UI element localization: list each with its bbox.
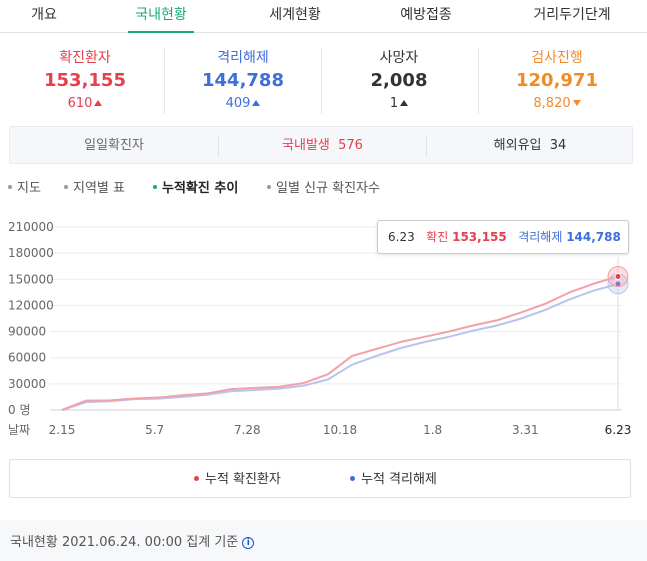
stat-released-label: 격리해제 <box>217 50 269 66</box>
subnav-cumulative-trend-label: 누적확진 추이 <box>162 181 239 196</box>
daily-title: 일일확진자 <box>84 138 144 153</box>
stat-deaths-delta-value: 1 <box>389 96 399 111</box>
daily-domestic-label: 국내발생 <box>282 138 330 153</box>
tooltip-released-label: 격리해제 <box>518 230 563 244</box>
stat-testing-delta-value: 8,820 <box>533 96 571 111</box>
stat-testing: 검사진행 120,971 8,820 <box>482 48 632 120</box>
stat-divider <box>164 48 165 114</box>
stat-released-delta: 409 <box>168 94 318 114</box>
y-tick-label: 120000 <box>8 298 54 312</box>
tab-overview[interactable]: 개요 <box>31 7 57 23</box>
legend-item-confirmed[interactable]: 누적 확진환자 <box>194 460 281 499</box>
stat-confirmed-label: 확진환자 <box>59 50 111 66</box>
daily-domestic-value: 576 <box>338 138 363 153</box>
y-tick-label: 150000 <box>8 272 54 286</box>
y-tick-label: 30000 <box>8 377 46 391</box>
stat-deaths-delta: 1 <box>324 94 474 114</box>
daily-domestic: 국내발생 576 <box>219 127 426 165</box>
stat-testing-value: 120,971 <box>516 70 598 91</box>
legend-dot-icon <box>194 476 199 481</box>
stat-confirmed-delta-value: 610 <box>67 96 93 111</box>
arrow-up-icon <box>94 100 103 106</box>
series-line-0 <box>61 275 619 411</box>
stat-deaths-label: 사망자 <box>379 50 419 66</box>
y-tick-label: 0 명 <box>8 403 31 417</box>
x-tick-label: 3.31 <box>512 423 539 437</box>
stat-divider <box>478 48 479 114</box>
tab-bar: 개요 국내현황 세계현황 예방접종 거리두기단계 <box>0 0 647 33</box>
legend-dot-icon <box>350 476 355 481</box>
legend-item-released[interactable]: 누적 격리해제 <box>350 460 437 499</box>
tooltip-released-value: 144,788 <box>566 230 621 244</box>
x-tick-label: 5.7 <box>145 423 164 437</box>
subnav-daily-new[interactable]: 일별 신규 확진자수 <box>267 180 380 198</box>
stat-testing-label: 검사진행 <box>531 50 583 66</box>
legend-released-label: 누적 격리해제 <box>361 472 437 487</box>
chart-tooltip: 6.23 확진 153,155 격리해제 144,788 <box>377 220 629 254</box>
daily-overseas-value: 34 <box>549 138 567 153</box>
info-icon[interactable]: i <box>242 537 255 549</box>
bullet-icon <box>153 185 157 189</box>
subnav-cumulative-trend[interactable]: 누적확진 추이 <box>153 180 238 198</box>
stat-confirmed-delta: 610 <box>10 94 160 114</box>
subnav-daily-new-label: 일별 신규 확진자수 <box>276 181 380 196</box>
arrow-up-icon <box>400 100 409 106</box>
stat-confirmed: 확진환자 153,155 610 <box>10 48 160 120</box>
chart-legend: 누적 확진환자 누적 격리해제 <box>9 459 631 498</box>
y-tick-label: 60000 <box>8 351 46 365</box>
data-point[interactable] <box>614 273 622 281</box>
stat-released: 격리해제 144,788 409 <box>168 48 318 120</box>
tab-world[interactable]: 세계현황 <box>269 7 321 23</box>
legend-confirmed-label: 누적 확진환자 <box>205 472 281 487</box>
tab-distancing[interactable]: 거리두기단계 <box>533 7 611 23</box>
tab-vaccination[interactable]: 예방접종 <box>400 7 452 23</box>
x-tick-label: 2.15 <box>49 423 76 437</box>
daily-divider <box>218 135 219 157</box>
arrow-down-icon <box>572 100 581 106</box>
stat-testing-delta: 8,820 <box>482 94 632 114</box>
bullet-icon <box>8 185 12 189</box>
subnav-map-label: 지도 <box>17 181 41 196</box>
x-tick-label: 10.18 <box>323 423 357 437</box>
x-tick-label: 1.8 <box>423 423 442 437</box>
y-tick-label: 180000 <box>8 246 54 260</box>
daily-confirmed-box: 일일확진자 국내발생 576 해외유입 34 <box>9 126 633 164</box>
stat-confirmed-value: 153,155 <box>44 70 126 91</box>
tooltip-confirmed-value: 153,155 <box>452 230 507 244</box>
bullet-icon <box>267 185 271 189</box>
subnav-region-table-label: 지역별 표 <box>73 181 125 196</box>
footer-note: 국내현황 2021.06.24. 00:00 집계 기준 i <box>10 534 255 552</box>
tab-domestic[interactable]: 국내현황 <box>128 0 194 33</box>
daily-overseas: 해외유입 34 <box>427 127 633 165</box>
subnav-region-table[interactable]: 지역별 표 <box>64 180 125 198</box>
tooltip-confirmed-label: 확진 <box>426 230 449 244</box>
stat-released-value: 144,788 <box>202 70 284 91</box>
stat-deaths-value: 2,008 <box>370 70 428 91</box>
cumulative-chart: 0 명 30000 60000 90000 120000 150000 180000 2100… <box>8 220 632 437</box>
subnav-map[interactable]: 지도 <box>8 180 41 198</box>
y-tick-label: 210000 <box>8 220 54 234</box>
tooltip-date: 6.23 <box>388 230 415 244</box>
bullet-icon <box>64 185 68 189</box>
daily-divider <box>426 135 427 157</box>
arrow-up-icon <box>252 100 261 106</box>
stat-released-delta-value: 409 <box>225 96 251 111</box>
series-line-1 <box>61 282 619 411</box>
footer: 국내현황 2021.06.24. 00:00 집계 기준 i <box>0 520 647 561</box>
stat-divider <box>321 48 322 114</box>
daily-overseas-label: 해외유입 <box>493 138 542 153</box>
y-tick-label: 90000 <box>8 325 46 339</box>
x-tick-label: 6.23 <box>605 423 632 437</box>
stat-deaths: 사망자 2,008 1 <box>324 48 474 120</box>
x-axis-label: 날짜 <box>8 423 30 437</box>
x-tick-label: 7.28 <box>234 423 261 437</box>
